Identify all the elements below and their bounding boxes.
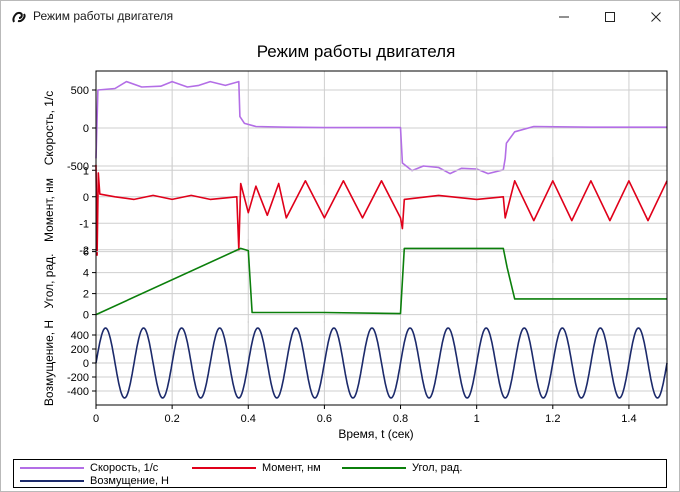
chart-legend: Скорость, 1/с Момент, нм Угол, рад. Возм… [13,459,667,488]
panel-0: 500 0 -500 Скорость, 1/с [42,71,667,185]
tick-label-y-2-2: 2 [83,289,89,301]
title-bar[interactable]: Режим работы двигателя [1,1,679,33]
tick-label-y-3-2: 0 [83,358,89,370]
axis-label-x: Время, t (сек) [338,427,413,441]
tick-label-y-3-3: -200 [67,372,89,384]
tick-label-x-2: 0.4 [241,413,256,425]
legend-item-angle: Угол, рад. [342,461,522,475]
tick-label-x-5: 1 [474,413,480,425]
tick-label-x-0: 0 [93,413,99,425]
tick-label-y-1-2: -1 [79,218,89,230]
plot-area [96,71,667,405]
tick-label-y-3-1: 200 [71,344,89,356]
maximize-icon [605,12,615,22]
legend-label-torque: Момент, нм [262,462,321,474]
legend-item-torque: Момент, нм [192,461,372,475]
engine-mode-chart: Режим работы двигателя 500 0 -500 Скорость, … [42,42,668,441]
legend-swatch-disturbance [20,480,84,482]
legend-swatch-torque [192,467,256,469]
tick-label-x-7: 1.4 [621,413,636,425]
maximize-button[interactable] [587,1,633,33]
window-title: Режим работы двигателя [33,9,174,23]
minimize-button[interactable] [541,1,587,33]
motor-app-icon [12,11,26,23]
legend-label-speed: Скорость, 1/с [90,462,159,474]
tick-label-y-2-1: 4 [83,268,89,280]
tick-label-y-0-1: 0 [83,123,89,135]
legend-item-disturbance: Возмущение, Н [20,474,200,488]
close-button[interactable] [633,1,679,33]
tick-label-y-2-3: 0 [83,310,89,322]
close-icon [651,12,661,22]
plot-frame [95,70,668,406]
series-line-2-0 [95,247,667,316]
tick-label-x-3: 0.6 [317,413,332,425]
tick-label-y-3-0: 400 [71,330,89,342]
tick-label-y-0-2: -500 [67,161,89,173]
legend-item-speed: Скорость, 1/с [20,461,200,475]
chart-title: Режим работы двигателя [257,42,456,61]
series-line-3-0 [95,327,668,399]
tick-label-y-3-4: -400 [67,386,89,398]
axis-label-y-2: Угол, рад. [42,254,56,309]
tick-label-y-1-1: 0 [83,192,89,204]
tick-label-y-0-0: 500 [71,85,89,97]
minimize-icon [559,16,569,18]
legend-swatch-speed [20,467,84,469]
panel-3: 400 200 0 -200 -400 Возмущение, Н [42,320,668,406]
tick-label-x-4: 0.8 [393,413,408,425]
series-line-1-0 [95,164,668,256]
tick-label-y-1-3: -2 [79,245,89,257]
series-line-0-0 [95,80,667,175]
tick-label-y-2-0: 6 [83,247,89,259]
tick-label-y-1-0: 1 [83,165,89,177]
axis-label-y-1: Момент, нм [42,178,56,242]
panel-2: 6 4 2 0 Угол, рад. [42,239,667,323]
legend-swatch-angle [342,467,406,469]
tick-label-x-1: 0.2 [164,413,179,425]
axis-label-y-3: Возмущение, Н [42,320,56,406]
tick-label-x-6: 1.2 [545,413,560,425]
legend-label-disturbance: Возмущение, Н [90,475,169,487]
legend-label-angle: Угол, рад. [412,462,463,474]
axis-label-y-0: Скорость, 1/с [42,91,56,166]
